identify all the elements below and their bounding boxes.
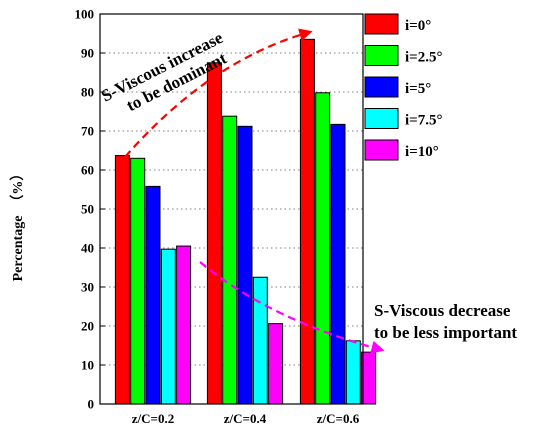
y-tick-label: 60: [81, 163, 94, 178]
bar: [268, 323, 284, 405]
legend: i=0° i=2.5° i=5° i=7.5° i=10°: [364, 13, 442, 161]
bar: [299, 38, 315, 405]
decrease-arrow: [199, 261, 385, 354]
bar: [145, 185, 161, 405]
bar: [315, 92, 331, 405]
y-tick-label: 40: [81, 241, 94, 256]
legend-label: i=10°: [405, 144, 439, 160]
bar: [237, 125, 253, 405]
y-tick-label: 50: [81, 202, 94, 217]
y-tick-label: 0: [88, 397, 95, 412]
legend-label: i=2.5°: [405, 50, 442, 66]
y-tick-label: 10: [81, 358, 94, 373]
y-tick-label: 30: [81, 280, 94, 295]
bar: [345, 340, 361, 405]
x-tick-label: z/C=0.4: [224, 411, 267, 426]
legend-swatch: [364, 108, 399, 129]
legend-label: i=7.5°: [405, 113, 442, 129]
legend-swatch: [364, 76, 399, 98]
bar: [252, 276, 268, 405]
y-tick-label: 100: [75, 7, 95, 22]
y-tick-label: 70: [81, 124, 94, 139]
bar: [160, 248, 176, 405]
legend-label: i=0°: [405, 18, 431, 34]
x-tick-label: z/C=0.2: [132, 411, 174, 426]
bar: [330, 123, 346, 405]
bar: [130, 157, 146, 405]
legend-label: i=5°: [405, 81, 431, 97]
y-tick-label: 20: [81, 319, 94, 334]
bar: [222, 115, 238, 405]
decrease-annotation: S-Viscous decrease to be less important: [374, 301, 517, 342]
y-tick-label: 80: [81, 85, 94, 100]
bar: [176, 245, 192, 405]
legend-swatch: [364, 139, 399, 161]
bar: [206, 62, 222, 405]
legend-swatch: [364, 45, 399, 66]
y-axis-label: Percentage （%）: [10, 167, 26, 282]
y-tick-label: 90: [81, 46, 94, 61]
bar: [361, 351, 377, 405]
legend-swatch: [364, 13, 399, 35]
x-tick-label: z/C=0.6: [317, 411, 360, 426]
trend-arrows: [124, 28, 385, 354]
increase-arrow: [124, 28, 313, 158]
bar: [114, 155, 130, 405]
axis-ticks: 0 10 20 30 40 50 60 70 80 90 100 z/C=0.2 z/C=0.4 z/C=…: [75, 7, 360, 427]
